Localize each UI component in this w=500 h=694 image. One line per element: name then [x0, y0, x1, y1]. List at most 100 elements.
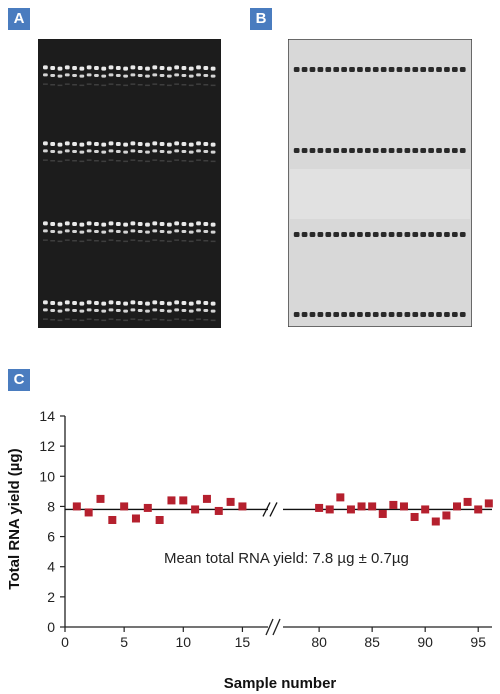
gel-b-band [451, 232, 458, 237]
gel-a-band-faint [94, 240, 99, 242]
gel-b-band [436, 67, 442, 72]
gel-b-band [301, 148, 308, 153]
gel-a-band-faint [196, 239, 201, 241]
gel-a-band-upper [166, 142, 172, 147]
gel-a-band-faint [64, 318, 70, 320]
gel-a-band-lower [152, 229, 158, 233]
gel-a-band-lower [159, 150, 165, 153]
gel-a-band-lower [196, 229, 201, 233]
gel-a-band-lower [43, 229, 48, 233]
gel-a-band-faint [72, 319, 77, 321]
gel-a-band-upper [203, 142, 209, 146]
gel-a-band-lower [152, 73, 158, 77]
gel-a-band-upper [181, 301, 187, 305]
gel-a-band-upper [159, 142, 165, 146]
data-point [378, 509, 387, 518]
gel-a-band-faint [130, 159, 136, 161]
gel-a-band-faint [196, 159, 201, 161]
gel-b-band [396, 312, 403, 317]
gel-a-band-lower [57, 230, 63, 234]
gel-b-band [459, 67, 466, 72]
gel-b-band [436, 148, 442, 153]
gel-a-band-lower [115, 74, 121, 77]
gel-a-band-upper [130, 65, 136, 70]
gel-a-band-lower [137, 309, 143, 312]
gel-a-band-lower [79, 74, 85, 78]
gel-a-band-faint [174, 159, 180, 161]
gel-a-band-upper [188, 301, 194, 306]
gel-a-band-upper [43, 221, 48, 226]
gel-a-band-faint [79, 319, 85, 322]
gel-a-band-lower [130, 149, 136, 153]
gel-a-band-lower [101, 230, 107, 234]
gel-b-band [420, 148, 427, 153]
data-point [474, 505, 483, 514]
gel-a-band-lower [101, 150, 107, 154]
gel-a-band-lower [210, 230, 216, 234]
gel-a-band-upper [166, 301, 172, 306]
gel-a-band-upper [196, 221, 201, 226]
gel-a-band-faint [57, 84, 63, 87]
panel-a-label: A [8, 8, 30, 30]
gel-a-band-upper [64, 300, 70, 305]
gel-a-band-lower [203, 74, 209, 77]
gel-a-band-upper [152, 300, 158, 305]
gel-a-band-lower [50, 230, 56, 233]
gel-b-band [333, 67, 340, 72]
gel-b-band [428, 67, 434, 72]
gel-a-band-upper [72, 142, 77, 146]
gel-a-band-upper [188, 222, 194, 227]
data-point [214, 506, 223, 515]
gel-a-band-upper [152, 141, 158, 146]
gel-a-band-upper [174, 141, 180, 146]
gel-a-band-upper [57, 142, 63, 147]
gel-a-band-lower [130, 308, 136, 312]
gel-b-band [444, 148, 450, 153]
gel-a-band-lower [188, 150, 194, 154]
y-axis-label: Total RNA yield (µg) [6, 448, 23, 589]
gel-a-band-faint [86, 239, 92, 241]
gel-a-band-faint [94, 160, 99, 162]
gel-b-band [325, 312, 332, 317]
gel-a-band-lower [210, 74, 216, 78]
gel-a-band-lower [137, 74, 143, 77]
x-tick-label: 95 [470, 634, 486, 650]
gel-a-band-lower [166, 309, 172, 313]
gel-a-band-lower [130, 229, 136, 233]
gel-a-band-faint [137, 319, 143, 321]
gel-a-band-upper [79, 66, 85, 71]
gel-a-band-upper [115, 66, 121, 70]
gel-image-b [288, 39, 472, 327]
gel-a-band-upper [79, 222, 85, 227]
gel-b-band [396, 67, 403, 72]
gel-a-band-lower [86, 229, 92, 233]
gel-b-band [388, 312, 395, 317]
gel-a-band-faint [152, 318, 158, 320]
gel-a-band-faint [108, 159, 114, 161]
gel-a-band-faint [152, 159, 158, 161]
gel-a-band-faint [145, 160, 150, 163]
gel-a-band-faint [130, 318, 136, 320]
gel-a-band-faint [123, 84, 128, 87]
gel-b-band [341, 67, 347, 72]
gel-a-band-upper [86, 141, 92, 146]
gel-a-band-faint [203, 319, 209, 321]
gel-b-band [451, 148, 458, 153]
gel-a-band-faint [166, 84, 172, 87]
data-point [84, 508, 93, 517]
gel-a-band-upper [101, 222, 107, 227]
gel-a-band-faint [181, 84, 187, 86]
gel-b-band [372, 148, 379, 153]
gel-b-band [459, 232, 466, 237]
gel-a-band-lower [57, 309, 63, 313]
gel-a-band-faint [123, 240, 128, 243]
gel-a-band-upper [145, 301, 150, 306]
gel-a-band-lower [145, 309, 150, 313]
gel-a-band-faint [94, 319, 99, 321]
gel-a-band-faint [115, 319, 121, 321]
gel-b-band [372, 67, 379, 72]
gel-b-band [301, 312, 308, 317]
gel-a-band-faint [79, 84, 85, 87]
gel-b-band [309, 312, 316, 317]
gel-a-band-lower [108, 73, 114, 77]
